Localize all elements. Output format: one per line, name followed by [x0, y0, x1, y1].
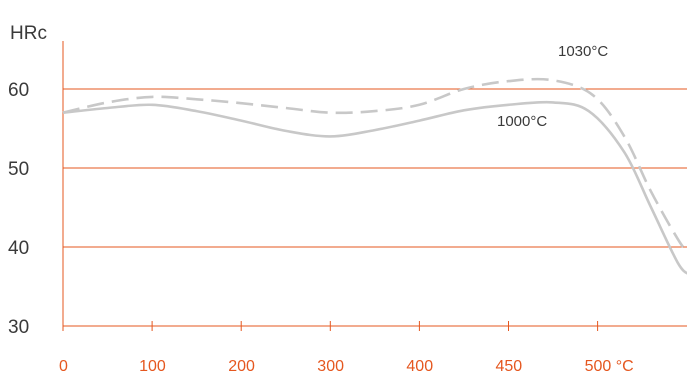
- series-label-1030: 1030°C: [558, 43, 608, 60]
- series-label-1000: 1000°C: [497, 113, 547, 130]
- x-tick-labels: 0 100 200 300 400 450 500 °C: [59, 358, 634, 374]
- y-tick-label: 50: [8, 159, 29, 180]
- x-tick-label: 0: [59, 358, 68, 374]
- axes: [62, 41, 687, 331]
- x-tick-label: 400: [406, 358, 433, 374]
- series-lines: [62, 77, 687, 275]
- x-tick-label: 100: [139, 358, 166, 374]
- x-tick-label: 450: [496, 358, 523, 374]
- y-tick-label: 60: [8, 80, 29, 101]
- grid-lines: [63, 88, 687, 248]
- series-line-1030: [62, 77, 687, 255]
- y-tick-labels: 30 40 50 60: [8, 80, 29, 338]
- y-tick-label: 30: [8, 317, 29, 338]
- x-tick-label: 500 °C: [585, 358, 634, 374]
- x-tick-label: 300: [317, 358, 344, 374]
- y-tick-label: 40: [8, 238, 29, 259]
- x-tick-label: 200: [228, 358, 255, 374]
- series-line-1000: [62, 100, 687, 275]
- y-axis-label: HRc: [10, 23, 47, 44]
